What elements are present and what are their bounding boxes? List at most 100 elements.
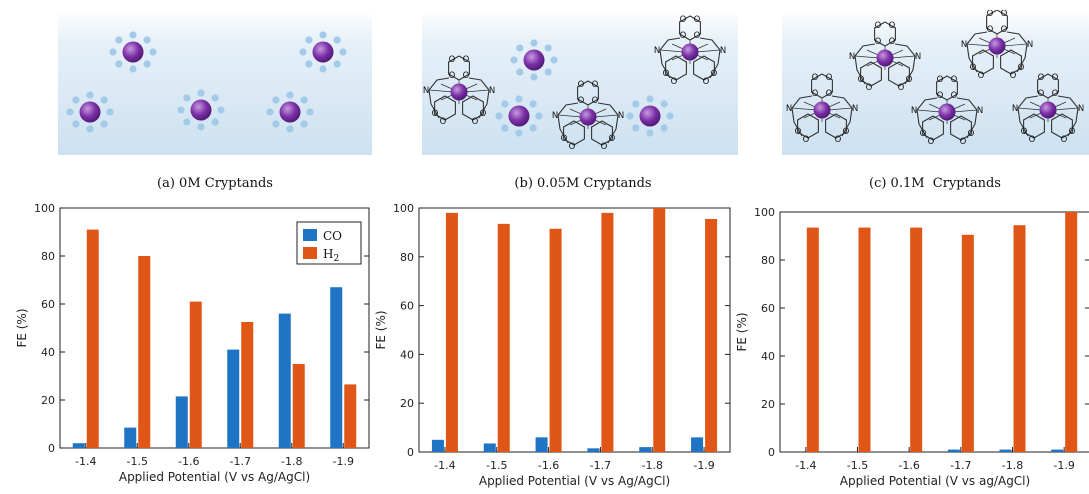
cation [988,37,1006,55]
water-molecule [535,112,543,120]
cation [279,101,301,123]
atom-label: O [1052,89,1059,99]
water-molecule [530,39,538,47]
caption-c: (c) 0.1M Cryptands [869,176,1001,191]
caption-a: (a) 0M Cryptands [157,176,273,191]
x-tick-label: -1.8 [1002,459,1023,472]
atom-label: O [578,96,585,106]
water-molecule [211,94,219,102]
atom-label: O [812,73,819,83]
water-molecule [501,124,509,132]
cation [523,49,545,71]
atom-label: O [680,31,687,41]
atom-label: O [835,135,842,145]
atom-label: O [463,55,470,65]
atom-label: O [1061,135,1068,145]
hydrated-ion-icon [510,39,558,81]
atom-label: O [866,83,873,93]
atom-label: O [968,129,975,139]
water-molecule [129,65,137,73]
y-tick-label: 60 [761,302,775,315]
x-tick-label: -1.7 [590,459,611,472]
cation [813,101,831,119]
atom-label: O [1001,25,1008,35]
bar-co [535,437,548,452]
x-axis-label: Applied Potential (V vs Ag/AgCl) [479,474,670,488]
legend-label-co: CO [323,229,342,243]
atom-label: O [826,89,833,99]
y-tick-label: 80 [400,251,414,264]
atom-label: N [423,86,429,96]
bar-h2 [86,229,99,448]
water-molecule [115,36,123,44]
hydrated-ion-icon [177,89,225,131]
water-molecule [305,60,313,68]
bar-h2 [138,256,151,448]
y-tick-label: 40 [41,346,55,359]
cation [508,105,530,127]
water-molecule [183,118,191,126]
atom-label: O [987,25,994,35]
chart-a-svg: 0 20 40 60 80 100 -1.4 -1.5 -1.6 -1.7 -1.8 -1.9 Appl… [15,202,370,484]
x-tick-label: -1.4 [795,459,816,472]
atom-label: O [843,127,850,137]
chart-c-svg: 0 20 40 60 80 100 -1.4 -1.5 -1.6 -1.7 -1.8 -1.9 Appl… [735,206,1089,488]
atom-label: O [1021,127,1028,137]
bar-h2 [549,228,562,452]
atom-label: O [951,75,958,85]
bar-co [999,449,1012,452]
y-tick-label: 20 [761,398,775,411]
atom-label: N [489,86,495,96]
x-tick-label: -1.4 [434,459,455,472]
atom-label: O [1010,71,1017,81]
water-molecule [632,100,640,108]
bar-co [483,443,496,452]
atom-label: N [786,104,792,114]
water-molecule [530,73,538,81]
water-molecule [305,36,313,44]
scene-a-svg [58,10,372,155]
bar-h2 [292,364,305,448]
cation [639,105,661,127]
atom-label: O [928,137,935,147]
atom-label: O [463,71,470,81]
cation [79,101,101,123]
y-tick-label: 80 [41,250,55,263]
atom-label: N [618,111,624,121]
water-molecule [100,120,108,128]
atom-label: O [1038,89,1045,99]
chart-a: 0 20 40 60 80 100 -1.4 -1.5 -1.6 -1.7 -1.8 -1.9 Appl… [0,200,375,490]
water-molecule [143,60,151,68]
water-molecule [266,108,274,116]
water-molecule [286,125,294,133]
bar-co [1051,449,1064,452]
atom-label: O [937,75,944,85]
x-tick-label: -1.7 [950,459,971,472]
legend-swatch-co [303,229,317,241]
bar-h2 [241,322,254,448]
x-tick-label: -1.5 [127,455,148,468]
atom-label: O [920,129,927,139]
atom-label: N [1078,104,1084,114]
atom-label: O [978,71,985,81]
x-axis-label: Applied Potential (V vs ag/AgCl) [840,474,1030,488]
atom-label: O [987,10,994,19]
atom-label: N [915,52,921,62]
atom-label: O [1069,127,1076,137]
atom-label: N [852,104,858,114]
water-molecule [626,112,634,120]
water-molecule [319,65,327,73]
atom-label: O [889,37,896,47]
caption-b: (b) 0.05M Cryptands [514,176,652,191]
water-molecule [646,95,654,103]
legend-swatch-h2 [303,247,317,259]
bar-h2 [1065,212,1078,452]
atom-label: O [449,55,456,65]
water-molecule [143,36,151,44]
atom-label: O [440,117,447,127]
